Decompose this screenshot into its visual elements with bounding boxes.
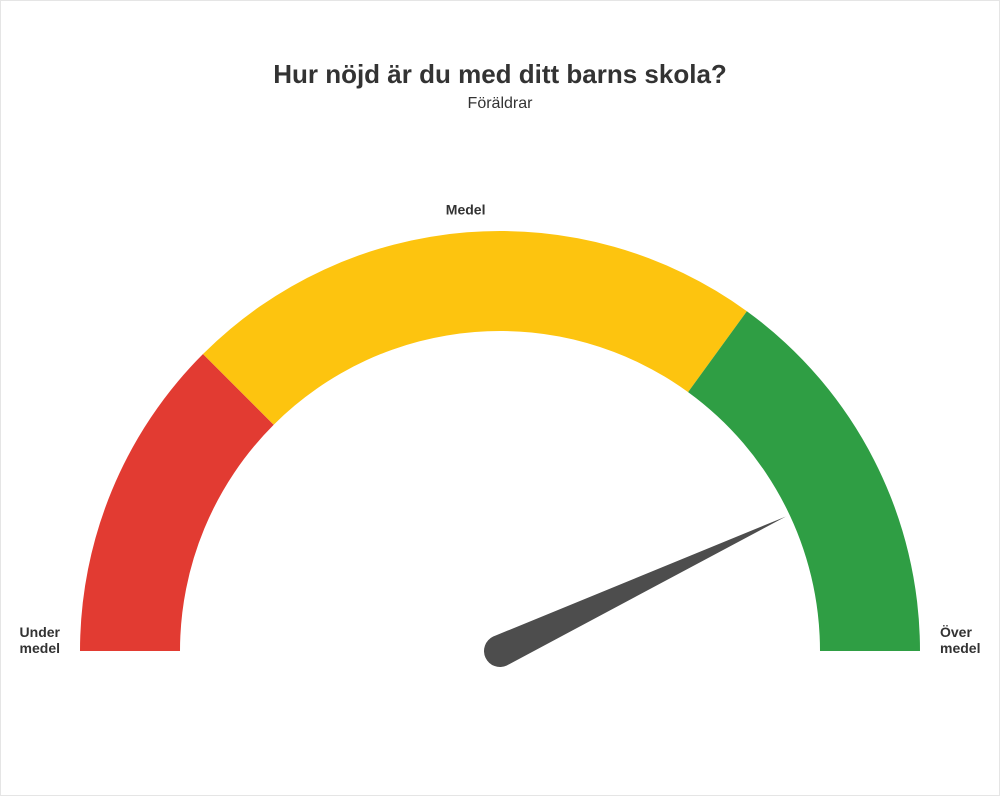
gauge-segment-0 <box>80 354 274 651</box>
chart-title: Hur nöjd är du med ditt barns skola? <box>1 59 999 90</box>
gauge-chart: Undermedel Medel Övermedel <box>20 151 980 711</box>
gauge-needle <box>484 516 786 667</box>
gauge-container: Undermedel Medel Övermedel <box>1 151 999 711</box>
gauge-segment-label-1: Medel <box>446 201 486 217</box>
gauge-segment-label-2: Övermedel <box>940 624 980 656</box>
chart-subtitle: Föräldrar <box>1 95 999 113</box>
gauge-segment-label-0: Undermedel <box>20 624 61 656</box>
gauge-segment-2 <box>688 311 920 651</box>
gauge-segment-1 <box>203 231 747 425</box>
gauge-card: { "title": "Hur nöjd är du med ditt barn… <box>0 0 1000 796</box>
